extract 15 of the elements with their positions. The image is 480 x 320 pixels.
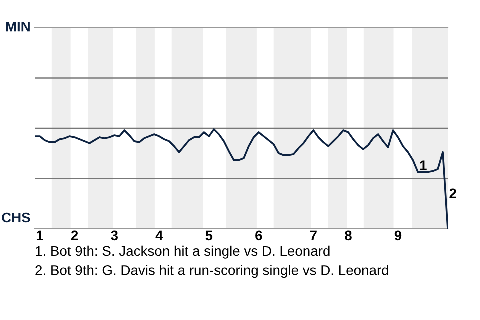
text: 2 bbox=[450, 188, 456, 198]
x-tick-label: 4 bbox=[156, 230, 164, 240]
x-tick-label: 7 bbox=[310, 230, 317, 240]
x-tick-label: 3 bbox=[111, 230, 118, 241]
text: CHS bbox=[2, 212, 30, 223]
x-tick-label: 9 bbox=[394, 230, 402, 241]
x-tick-label: 1 bbox=[36, 230, 44, 240]
x-tick-label: 5 bbox=[206, 230, 213, 241]
x-tick-label: 6 bbox=[256, 230, 262, 241]
x-tick-label: 8 bbox=[345, 230, 352, 241]
text: MIN bbox=[6, 22, 30, 32]
x-tick-label: 2 bbox=[71, 230, 78, 240]
text: 2. Bot 9th: G. Davis hit a run-scoring single vs D. Leonard bbox=[36, 265, 388, 278]
annotation: 1 bbox=[420, 160, 427, 170]
text: 1. Bot 9th: S. Jackson hit a single vs D. Leonard bbox=[36, 246, 330, 259]
